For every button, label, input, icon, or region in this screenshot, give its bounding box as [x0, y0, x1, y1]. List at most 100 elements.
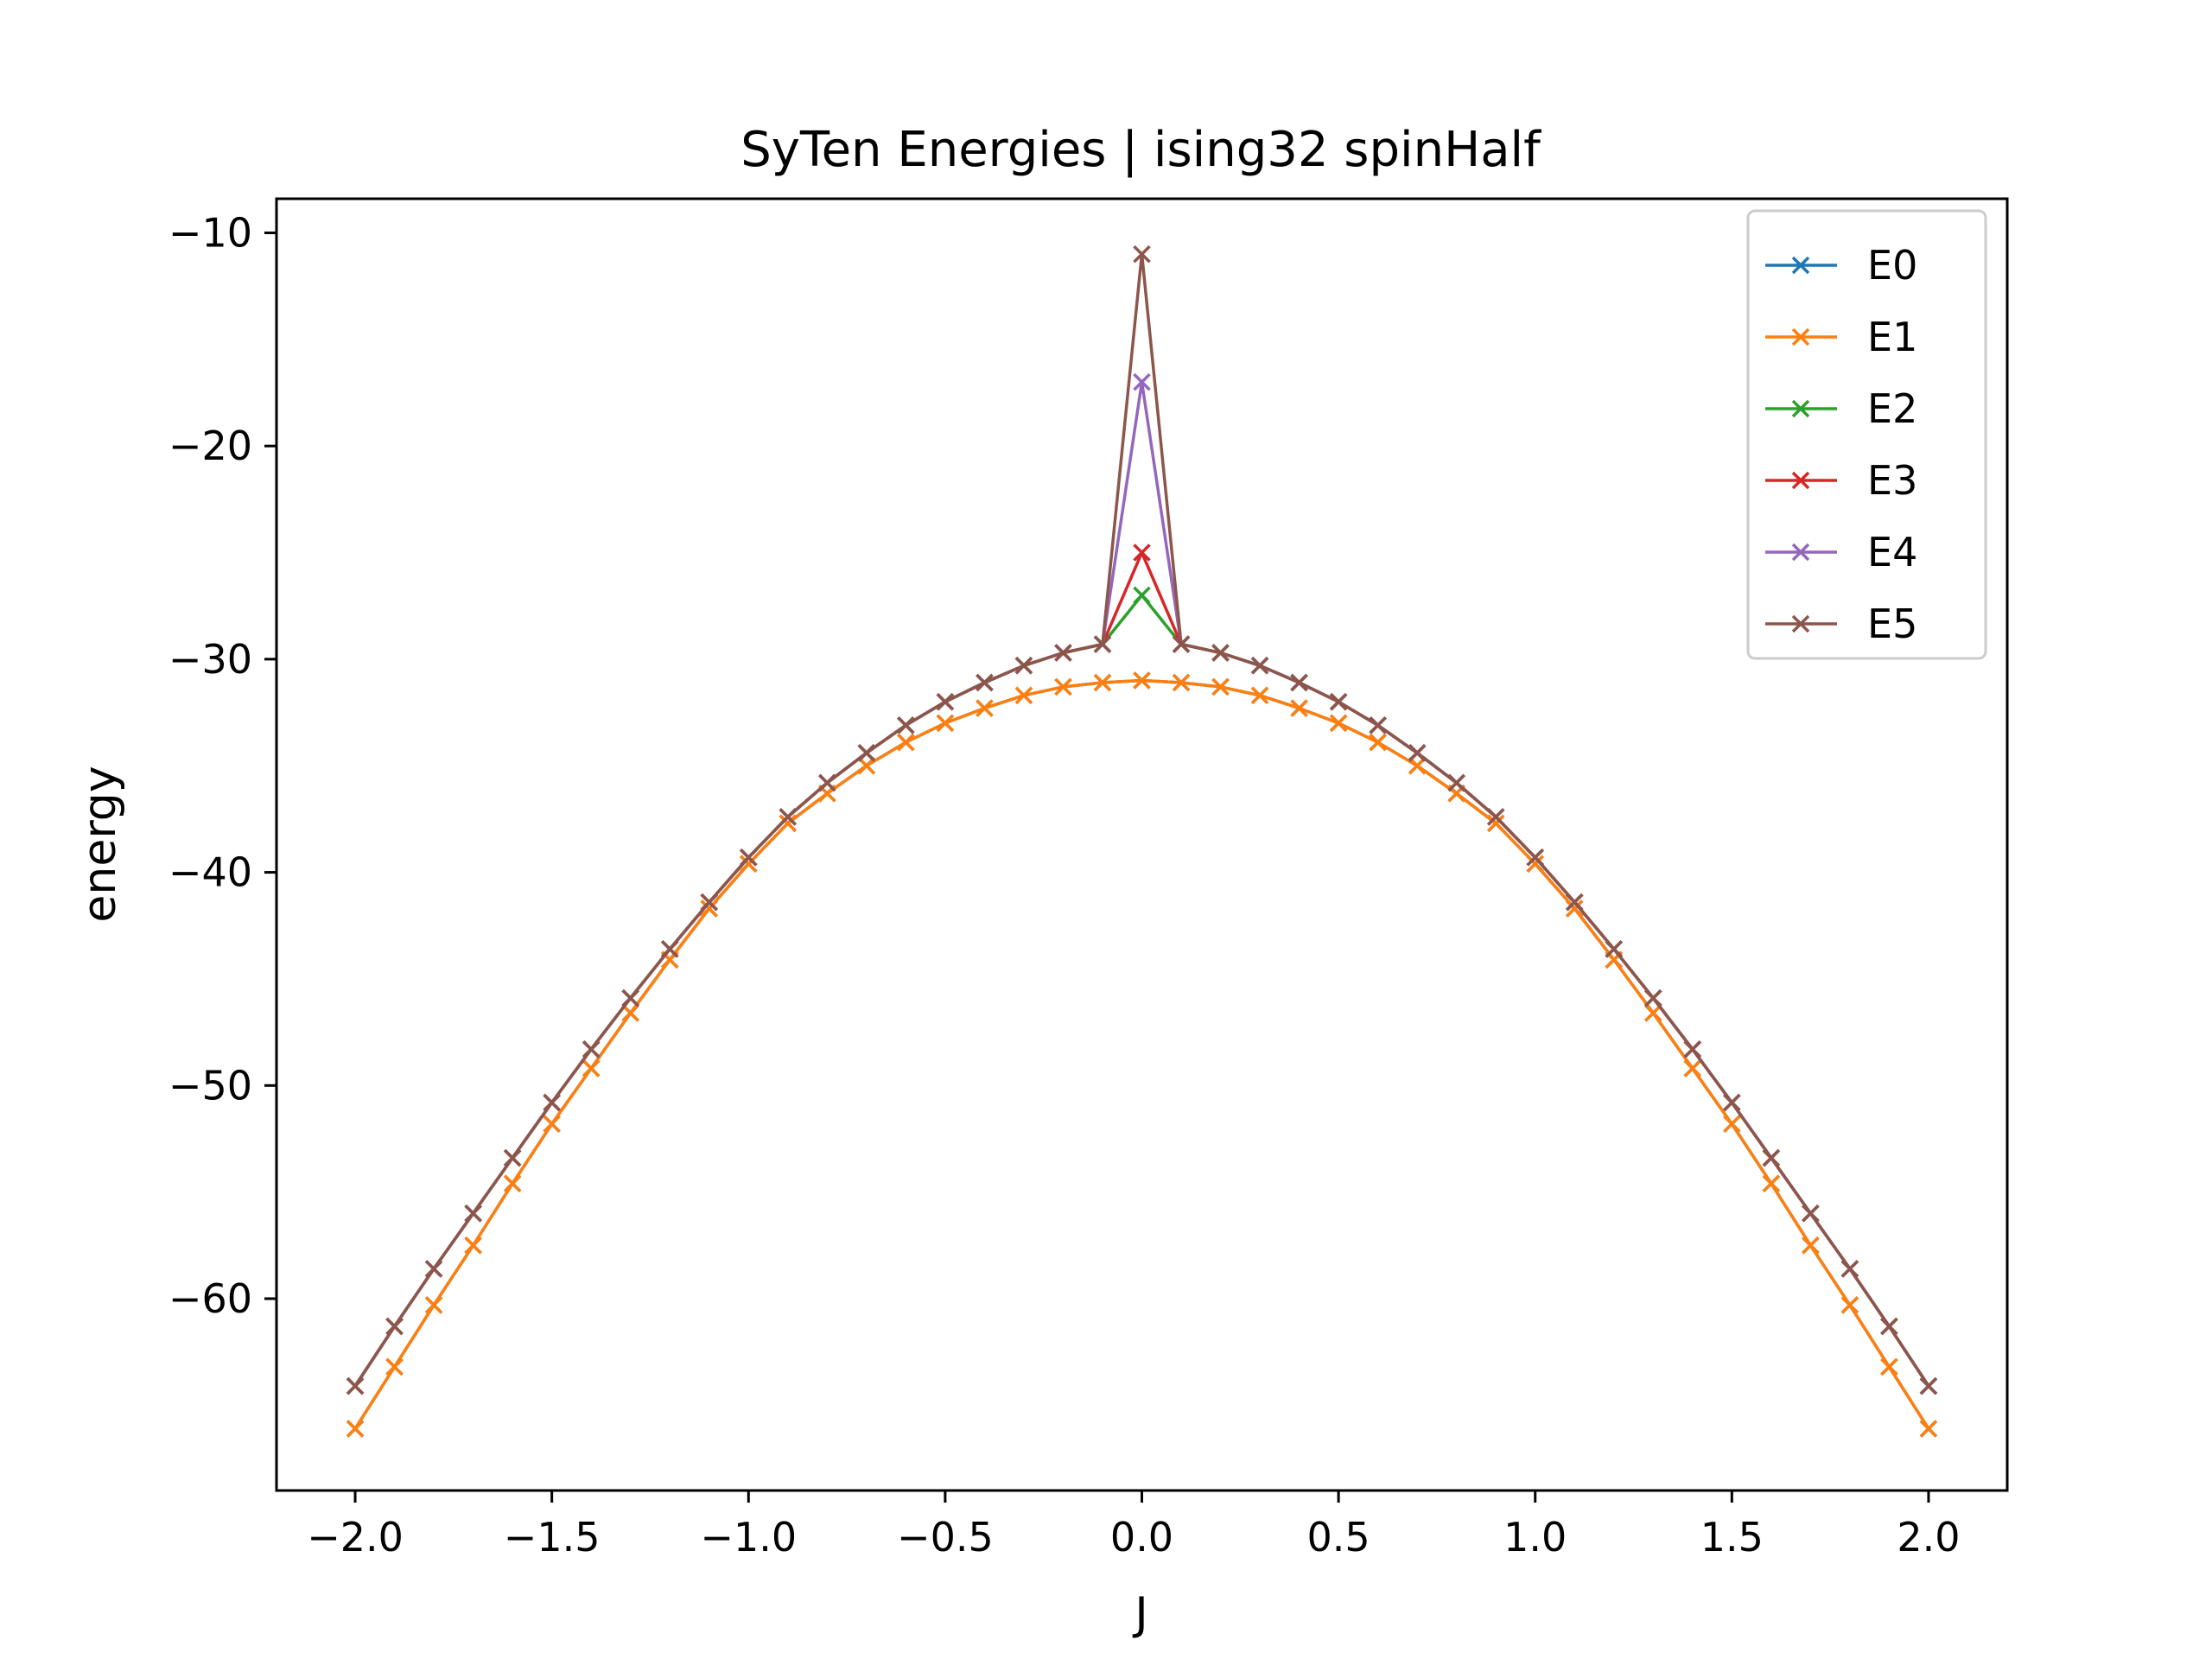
data-point	[1762, 1174, 1781, 1192]
axis-ticks: −2.0 −1.5 −1.0 −0.5 0.0 0.5 1.0 1.5 2.0 −60 −50 −40…	[168, 209, 1961, 1560]
data-point	[1762, 1148, 1781, 1167]
data-point	[700, 899, 718, 918]
data-point	[1014, 686, 1033, 705]
data-point	[1919, 1420, 1938, 1438]
data-point	[1526, 849, 1544, 867]
series-e2	[346, 586, 1938, 1395]
data-point	[1880, 1357, 1898, 1376]
data-point	[857, 756, 876, 775]
legend-item-e3: E3	[1765, 457, 1917, 504]
data-point	[1250, 657, 1269, 675]
data-point	[936, 692, 955, 711]
x-tick-label: 1.5	[1700, 1514, 1764, 1560]
legend-label: E5	[1867, 601, 1917, 647]
data-point	[582, 1059, 601, 1077]
legend-label: E3	[1867, 457, 1917, 504]
series-e5	[346, 245, 1938, 1395]
data-point	[1919, 1376, 1938, 1395]
x-tick-label: 0.0	[1110, 1514, 1173, 1560]
y-tick-label: −60	[168, 1275, 252, 1322]
data-point	[1408, 744, 1427, 762]
series-e4	[346, 372, 1938, 1395]
data-point	[1802, 1205, 1820, 1223]
data-point	[1133, 372, 1151, 391]
data-point	[1408, 756, 1427, 775]
legend-item-e1: E1	[1765, 314, 1917, 360]
data-point	[1723, 1093, 1741, 1112]
x-tick-label: 2.0	[1897, 1514, 1960, 1560]
x-tick-label: 0.5	[1307, 1514, 1370, 1560]
y-tick-label: −30	[168, 636, 252, 683]
data-point	[1566, 899, 1584, 918]
y-tick-label: −50	[168, 1062, 252, 1109]
data-point	[424, 1260, 443, 1278]
data-point	[857, 744, 876, 762]
data-point	[464, 1205, 482, 1223]
y-tick-label: −10	[168, 209, 252, 256]
data-point	[1093, 635, 1112, 653]
data-point	[503, 1174, 522, 1192]
data-point	[1723, 1115, 1741, 1133]
data-point	[700, 893, 718, 912]
data-point	[1644, 1004, 1662, 1022]
data-point	[1211, 677, 1230, 696]
legend-marker	[1791, 543, 1810, 562]
legend-label: E2	[1867, 385, 1917, 432]
x-tick-label: −1.0	[700, 1514, 797, 1560]
data-point	[779, 808, 798, 826]
x-tick-label: −2.0	[307, 1514, 404, 1560]
data-point	[1172, 673, 1191, 692]
legend-item-e0: E0	[1765, 242, 1917, 289]
data-point	[1329, 692, 1348, 711]
y-tick-label: −20	[168, 423, 252, 469]
x-tick-label: −0.5	[897, 1514, 994, 1560]
data-point	[740, 849, 758, 867]
data-point	[1566, 893, 1584, 912]
data-point	[543, 1115, 561, 1133]
series-e3	[346, 543, 1938, 1395]
data-point	[1133, 586, 1151, 605]
series-line	[353, 380, 1930, 1388]
series-line	[353, 678, 1930, 1430]
legend-marker	[1791, 614, 1810, 633]
data-point	[1290, 699, 1308, 717]
data-point	[1369, 716, 1387, 734]
data-point	[1486, 808, 1505, 826]
chart-title: SyTen Energies | ising32 spinHalf	[741, 122, 1541, 178]
x-tick-label: −1.5	[504, 1514, 601, 1560]
data-point	[1093, 673, 1112, 692]
data-point	[976, 699, 994, 717]
data-point	[1133, 245, 1151, 264]
data-point	[621, 988, 639, 1007]
data-point	[1880, 1317, 1898, 1336]
data-point	[1133, 671, 1151, 690]
data-point	[503, 1148, 522, 1167]
data-point	[543, 1093, 561, 1112]
data-point	[1172, 635, 1191, 653]
data-point	[346, 1420, 365, 1438]
data-point	[897, 733, 915, 752]
plot-area	[346, 245, 1938, 1438]
data-point	[1133, 543, 1151, 562]
legend-item-e4: E4	[1765, 529, 1917, 575]
data-point	[424, 1296, 443, 1314]
legend-marker	[1791, 399, 1810, 418]
data-point	[1486, 814, 1505, 833]
x-axis-label: J	[1132, 1588, 1147, 1640]
axes-frame	[275, 197, 2009, 1492]
data-point	[818, 773, 836, 792]
data-point	[779, 814, 798, 833]
legend-marker	[1791, 327, 1810, 346]
series-e1	[346, 671, 1938, 1438]
series-line	[353, 594, 1930, 1388]
legend-item-e5: E5	[1765, 601, 1917, 647]
data-point	[464, 1236, 482, 1255]
data-point	[385, 1317, 404, 1336]
data-point	[1369, 733, 1387, 752]
legend-item-e2: E2	[1765, 385, 1917, 432]
data-point	[1211, 644, 1230, 662]
data-point	[1250, 686, 1269, 705]
x-tick-label: 1.0	[1503, 1514, 1567, 1560]
legend-label: E1	[1867, 314, 1917, 360]
